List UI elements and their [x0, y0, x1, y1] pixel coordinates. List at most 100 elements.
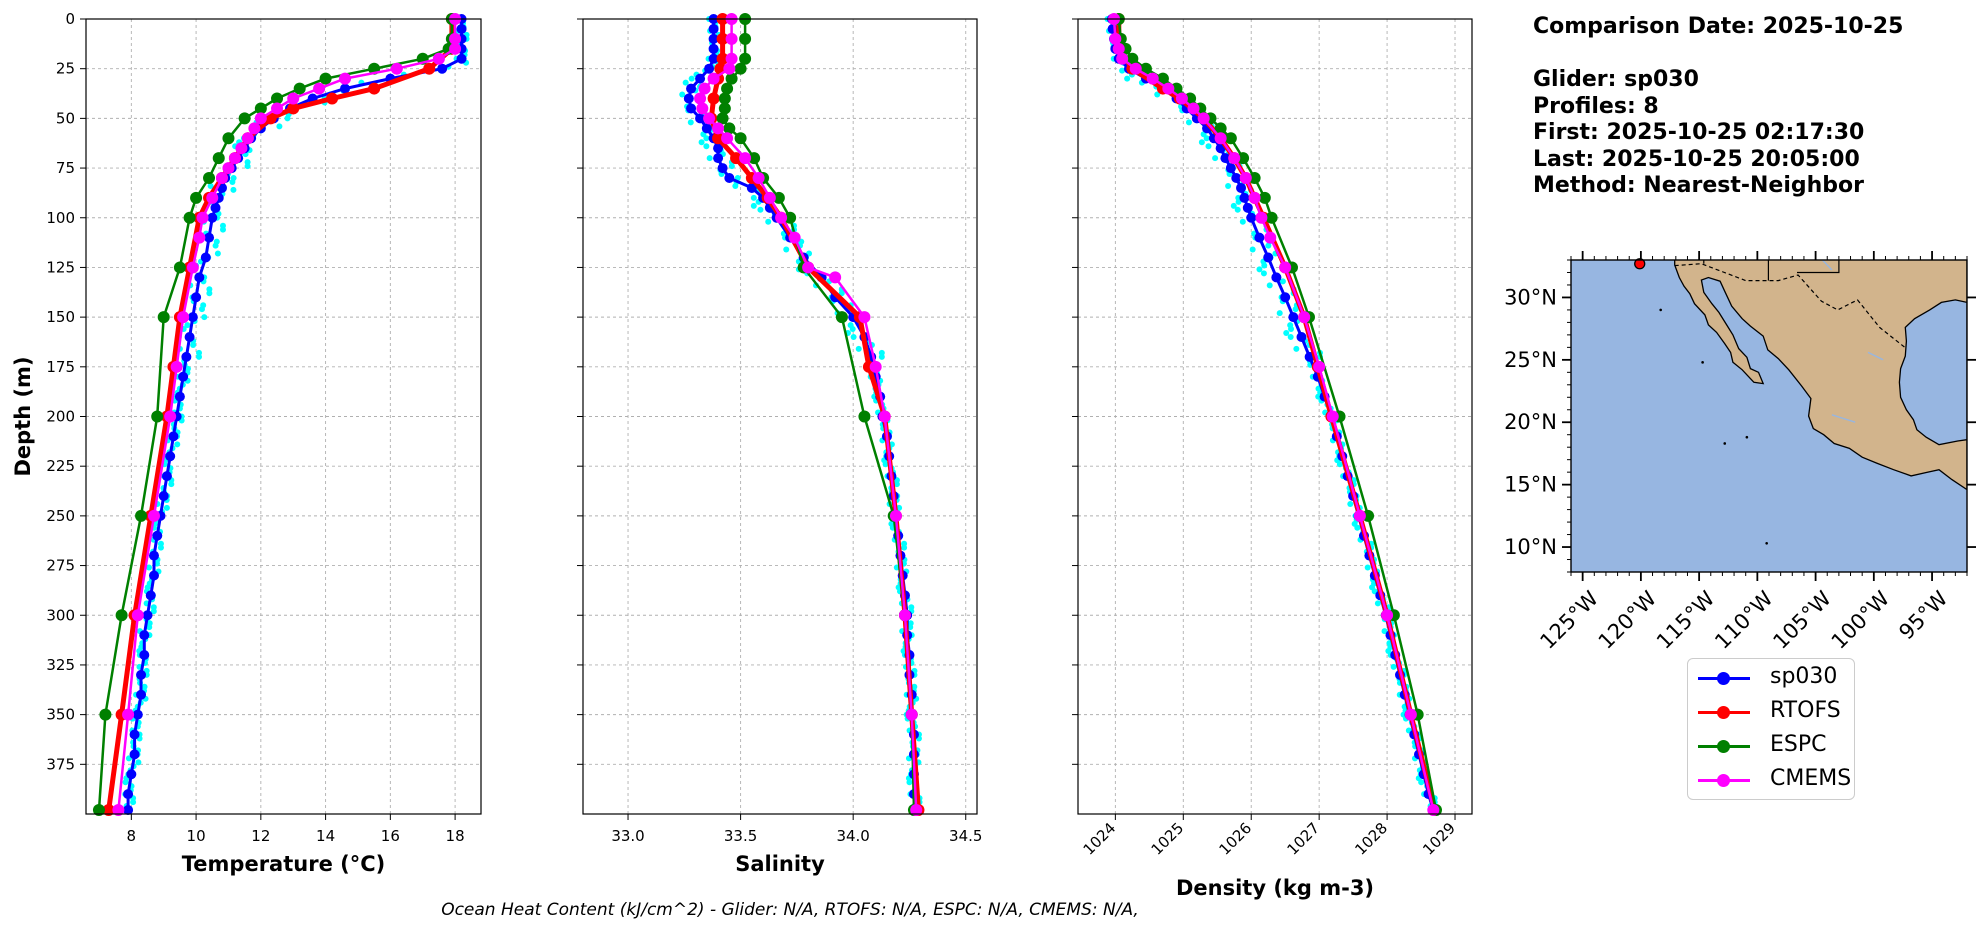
profiles-count: Profiles: 8	[1533, 94, 1659, 119]
data-point-rtofs	[716, 32, 729, 45]
data-point-cmems	[712, 122, 725, 135]
raw-point	[229, 178, 236, 185]
x-tick-label: 34.5	[949, 827, 982, 845]
data-point-espc	[254, 102, 267, 115]
legend-marker	[1717, 774, 1730, 787]
x-tick-label: 1025	[1148, 819, 1188, 859]
raw-point	[1354, 524, 1361, 531]
data-point-cmems	[1162, 82, 1175, 95]
y-tick-label: 0	[65, 10, 75, 28]
series-espc	[1112, 13, 1442, 817]
ocean-heat-content-note: Ocean Heat Content (kJ/cm^2) - Glider: N…	[441, 900, 1139, 920]
data-point-cmems	[390, 62, 403, 75]
data-point-sp030	[1288, 312, 1299, 323]
data-point-sp030	[708, 23, 719, 34]
data-point-cmems	[694, 92, 707, 105]
raw-point	[750, 194, 757, 201]
data-point-cmems	[206, 191, 219, 204]
raw-point	[190, 341, 197, 348]
data-point-cmems	[725, 32, 738, 45]
x-tick-label: 1029	[1419, 819, 1459, 859]
raw-point	[757, 206, 764, 213]
data-point-cmems	[254, 112, 267, 125]
river	[1831, 414, 1856, 423]
data-point-cmems	[287, 92, 300, 105]
data-point-sp030	[123, 789, 134, 800]
data-point-cmems	[858, 311, 871, 324]
gulf-of-mexico	[1898, 299, 1967, 446]
data-point-espc	[173, 261, 186, 274]
data-point-sp030	[695, 113, 706, 124]
island	[1745, 435, 1749, 439]
raw-point	[688, 75, 695, 82]
data-point-cmems	[215, 172, 228, 184]
raw-point	[230, 186, 237, 193]
raw-point	[198, 306, 205, 313]
data-point-cmems	[313, 82, 326, 95]
x-axis-label: Density (kg m-3)	[1176, 876, 1374, 900]
data-point-cmems	[1404, 708, 1417, 721]
data-point-cmems	[339, 72, 352, 85]
data-point-sp030	[139, 650, 150, 660]
y-tick-label: 300	[46, 606, 75, 624]
series-cmems	[1108, 13, 1440, 817]
raw-point	[1124, 75, 1131, 82]
data-point-cmems	[898, 609, 911, 622]
data-point-cmems	[186, 261, 199, 274]
y-tick-label: 350	[46, 706, 75, 724]
y-tick-label: 250	[46, 507, 75, 525]
data-point-cmems	[1279, 261, 1292, 274]
raw-point	[1276, 310, 1283, 317]
data-point-sp030	[129, 729, 140, 740]
raw-point	[849, 326, 856, 333]
raw-point	[1315, 393, 1322, 400]
data-point-sp030	[686, 83, 697, 94]
data-point-espc	[1265, 211, 1278, 224]
series-line-cmems	[1112, 18, 1435, 811]
raw-point	[174, 441, 181, 448]
raw-point	[1292, 306, 1299, 313]
data-point-sp030	[708, 53, 719, 64]
raw-point	[150, 608, 157, 615]
data-point-espc	[1248, 172, 1261, 184]
data-point-sp030	[187, 312, 198, 323]
data-point-sp030	[136, 669, 147, 680]
data-point-cmems	[449, 32, 462, 45]
map-lat-label: 25°N	[1504, 348, 1557, 372]
y-axis-label: Depth (m)	[11, 356, 35, 476]
data-point-sp030	[1296, 332, 1307, 342]
raw-point	[855, 345, 862, 352]
raw-point	[706, 155, 713, 162]
raw-point	[1336, 461, 1343, 468]
raw-point	[1249, 246, 1256, 253]
data-point-sp030	[724, 173, 735, 183]
data-point-sp030	[695, 73, 706, 84]
data-point-sp030	[123, 805, 134, 816]
raw-point	[1230, 202, 1237, 209]
profile-panel-3: 1024 1025 1026 1027 1028 1029 Density (kg m-3)	[1072, 13, 1473, 900]
map-lon-label: 95°W	[1894, 586, 1952, 644]
raw-point	[1347, 500, 1354, 507]
island	[1659, 308, 1662, 312]
map-lon-label: 125°W	[1536, 586, 1604, 654]
data-point-cmems	[271, 102, 284, 115]
first-time: First: 2025-10-25 02:17:30	[1533, 120, 1865, 145]
raw-point	[135, 759, 142, 766]
data-point-sp030	[207, 212, 218, 223]
data-point-espc	[183, 211, 196, 224]
legend-item-espc: ESPC	[1698, 731, 1848, 761]
data-point-espc	[135, 509, 148, 522]
legend: sp030 RTOFS ESPC CMEMS	[1687, 658, 1855, 800]
data-point-cmems	[707, 72, 720, 85]
raw-point	[146, 624, 153, 631]
legend-item-sp030: sp030	[1698, 663, 1848, 693]
interpolation-method: Method: Nearest-Neighbor	[1533, 173, 1864, 198]
raw-point	[1239, 218, 1246, 225]
data-point-cmems	[802, 261, 815, 274]
raw-point	[1390, 663, 1397, 670]
x-axis-label: Temperature (°C)	[182, 852, 385, 876]
data-point-sp030	[340, 83, 351, 94]
data-point-cmems	[723, 62, 736, 75]
data-point-cmems	[449, 42, 462, 55]
